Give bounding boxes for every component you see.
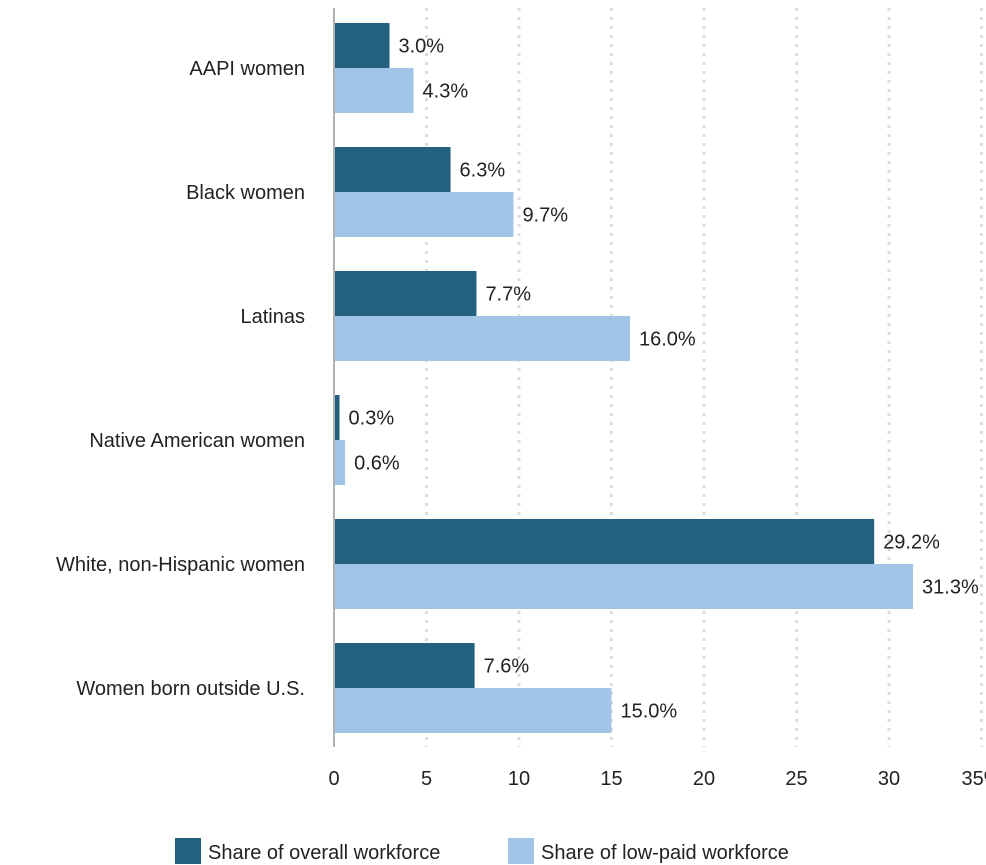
bar-share-of-overall-workforce-native-american-women [334, 395, 340, 440]
bar-share-of-overall-workforce-aapi-women [334, 23, 390, 68]
bar-share-of-overall-workforce-black-women [334, 147, 451, 192]
value-label-share-of-overall-workforce-white-non-hispanic-women: 29.2% [883, 532, 940, 554]
bar-share-of-low-paid-workforce-native-american-women [334, 440, 346, 485]
value-label-share-of-low-paid-workforce-aapi-women: 4.3% [423, 81, 469, 103]
x-tick-label-35: 35% [961, 768, 986, 790]
x-tick-label-10: 10 [508, 768, 530, 790]
legend-swatch-share-of-overall-workforce [175, 838, 201, 864]
category-label-aapi-women: AAPI women [189, 58, 305, 80]
value-label-share-of-overall-workforce-black-women: 6.3% [460, 160, 506, 182]
category-label-latinas: Latinas [241, 306, 306, 328]
category-label-native-american-women: Native American women [89, 430, 305, 452]
x-axis-tick-labels: 0 5 10 15 20 25 30 35% [328, 768, 986, 790]
bar-share-of-overall-workforce-latinas [334, 271, 477, 316]
bars [334, 23, 914, 733]
value-label-share-of-overall-workforce-aapi-women: 3.0% [399, 36, 445, 58]
category-labels: AAPI women Black women Latinas Native Ameri… [56, 58, 305, 700]
bar-share-of-low-paid-workforce-aapi-women [334, 68, 414, 113]
bar-share-of-overall-workforce-women-born-outside-u-s [334, 643, 475, 688]
value-label-share-of-overall-workforce-women-born-outside-u-s: 7.6% [484, 656, 530, 678]
bar-share-of-overall-workforce-white-non-hispanic-women [334, 519, 875, 564]
x-tick-label-20: 20 [693, 768, 715, 790]
legend: Share of overall workforce Share of low-p… [175, 838, 789, 864]
value-label-share-of-overall-workforce-latinas: 7.7% [485, 284, 531, 306]
bar-share-of-low-paid-workforce-black-women [334, 192, 514, 237]
value-label-share-of-low-paid-workforce-native-american-women: 0.6% [354, 453, 400, 475]
bar-share-of-low-paid-workforce-white-non-hispanic-women [334, 564, 914, 609]
x-tick-label-15: 15 [600, 768, 622, 790]
legend-label-share-of-low-paid-workforce: Share of low-paid workforce [541, 842, 789, 864]
x-tick-label-30: 30 [878, 768, 900, 790]
grid-lines [425, 8, 983, 747]
bar-share-of-low-paid-workforce-latinas [334, 316, 630, 361]
category-label-women-born-outside-u-s: Women born outside U.S. [76, 678, 305, 700]
category-label-white-non-hispanic-women: White, non-Hispanic women [56, 554, 305, 576]
value-labels: 3.0% 4.3% 6.3% 9.7% 7.7% 16.0% 0.3% 0.6% 29.2% 31… [349, 36, 979, 723]
x-tick-label-25: 25 [785, 768, 807, 790]
value-label-share-of-low-paid-workforce-latinas: 16.0% [639, 329, 696, 351]
x-tick-label-5: 5 [421, 768, 432, 790]
legend-label-share-of-overall-workforce: Share of overall workforce [208, 842, 440, 864]
bar-share-of-low-paid-workforce-women-born-outside-u-s [334, 688, 612, 733]
value-label-share-of-low-paid-workforce-black-women: 9.7% [522, 205, 568, 227]
legend-swatch-share-of-low-paid-workforce [508, 838, 534, 864]
value-label-share-of-low-paid-workforce-women-born-outside-u-s: 15.0% [621, 701, 678, 723]
category-label-black-women: Black women [186, 182, 305, 204]
x-tick-label-0: 0 [328, 768, 339, 790]
value-label-share-of-overall-workforce-native-american-women: 0.3% [349, 408, 395, 430]
value-label-share-of-low-paid-workforce-white-non-hispanic-women: 31.3% [922, 577, 979, 599]
